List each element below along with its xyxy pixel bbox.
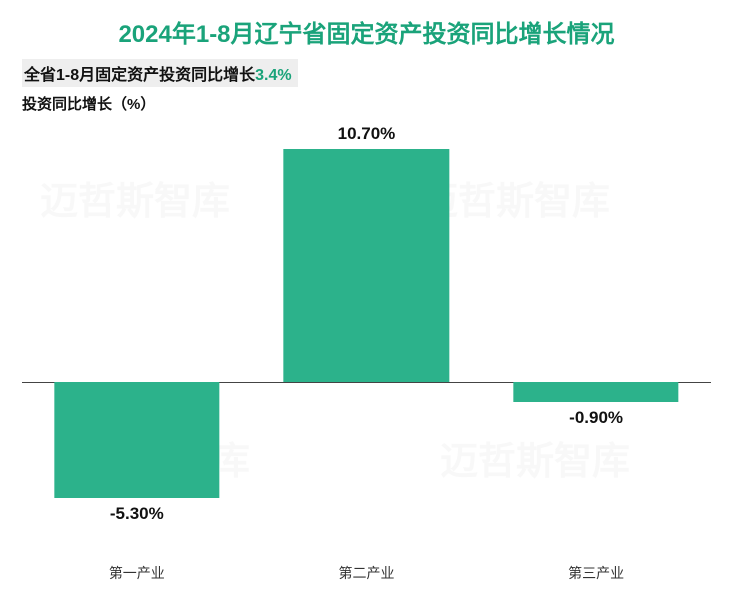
- chart-subtitle: 全省1-8月固定资产投资同比增长3.4%: [22, 59, 298, 87]
- x-tick-0: 第一产业: [22, 563, 252, 583]
- subtitle-prefix: 全省1-8月固定资产投资同比增长: [24, 67, 255, 84]
- chart-container: 迈哲斯智库 迈哲斯智库 迈哲斯智库 迈哲斯智库 2024年1-8月辽宁省固定资产…: [0, 0, 733, 601]
- bar-group-1: 10.70%: [252, 125, 482, 546]
- bar-group-0: -5.30%: [22, 125, 252, 546]
- x-tick-2: 第三产业: [481, 563, 711, 583]
- chart-subtitle-wrap: 全省1-8月固定资产投资同比增长3.4%: [22, 59, 733, 87]
- bar-group-2: -0.90%: [481, 125, 711, 546]
- subtitle-value: 3.4%: [255, 67, 291, 84]
- chart-title: 2024年1-8月辽宁省固定资产投资同比增长情况: [0, 0, 733, 49]
- plot-area: -5.30% 10.70% -0.90%: [22, 125, 711, 546]
- bar-1: [284, 149, 449, 382]
- bar-2: [513, 382, 678, 402]
- bar-label-0: -5.30%: [110, 504, 164, 524]
- x-axis: 第一产业 第二产业 第三产业: [22, 563, 711, 583]
- x-tick-1: 第二产业: [252, 563, 482, 583]
- bar-label-2: -0.90%: [569, 408, 623, 428]
- bar-label-1: 10.70%: [338, 124, 396, 144]
- bar-0: [54, 382, 219, 498]
- y-axis-label: 投资同比增长（%）: [22, 93, 733, 114]
